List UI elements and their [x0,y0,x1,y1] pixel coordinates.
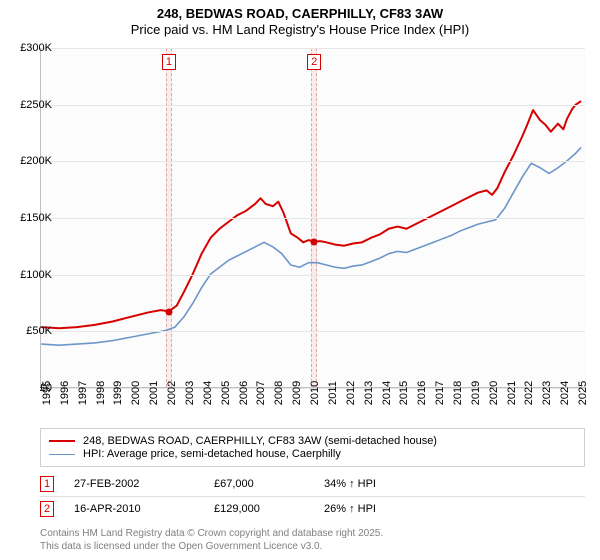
xtick-label: 2019 [470,381,482,405]
xtick-label: 2000 [130,381,142,405]
title-block: 248, BEDWAS ROAD, CAERPHILLY, CF83 3AW P… [0,0,600,39]
xtick-label: 2003 [184,381,196,405]
grid-line [41,218,585,219]
title-line2: Price paid vs. HM Land Registry's House … [0,22,600,38]
legend-row-price-paid: 248, BEDWAS ROAD, CAERPHILLY, CF83 3AW (… [49,435,576,447]
sale-delta-2: 26% ↑ HPI [324,503,376,515]
xtick-label: 2006 [238,381,250,405]
xtick-label: 2009 [291,381,303,405]
ytick-label: £0 [40,382,52,394]
xtick-label: 2024 [559,381,571,405]
footer-line1: Contains HM Land Registry data © Crown c… [40,528,383,541]
sale-delta-1: 34% ↑ HPI [324,478,376,490]
legend-box: 248, BEDWAS ROAD, CAERPHILLY, CF83 3AW (… [40,428,585,467]
grid-line [41,48,585,49]
sale-index-2: 2 [40,501,54,517]
xtick-label: 2002 [166,381,178,405]
legend-label-hpi: HPI: Average price, semi-detached house,… [83,448,341,460]
ytick-label: £200K [20,155,52,167]
sales-table: 1 27-FEB-2002 £67,000 34% ↑ HPI 2 16-APR… [40,472,585,521]
xtick-label: 1998 [95,381,107,405]
xtick-label: 2017 [434,381,446,405]
xtick-label: 2015 [398,381,410,405]
xtick-label: 2023 [541,381,553,405]
xtick-label: 2020 [488,381,500,405]
xtick-label: 2021 [506,381,518,405]
xtick-label: 2018 [452,381,464,405]
sale-date-2: 16-APR-2010 [74,503,214,515]
sale-index-1: 1 [40,476,54,492]
ytick-label: £50K [26,325,52,337]
ytick-label: £300K [20,42,52,54]
xtick-label: 1996 [59,381,71,405]
sale-point [311,238,318,245]
sale-point [165,309,172,316]
xtick-label: 2022 [523,381,535,405]
xtick-label: 1999 [112,381,124,405]
sales-row-2: 2 16-APR-2010 £129,000 26% ↑ HPI [40,497,585,521]
xtick-label: 2005 [220,381,232,405]
footer-line2: This data is licensed under the Open Gov… [40,541,383,554]
xtick-label: 2013 [363,381,375,405]
sale-price-2: £129,000 [214,503,324,515]
footer: Contains HM Land Registry data © Crown c… [40,528,383,553]
legend-row-hpi: HPI: Average price, semi-detached house,… [49,448,576,460]
xtick-label: 2008 [273,381,285,405]
xtick-label: 2012 [345,381,357,405]
xtick-label: 2014 [381,381,393,405]
xtick-label: 2001 [148,381,160,405]
legend-swatch-hpi [49,454,75,455]
title-line1: 248, BEDWAS ROAD, CAERPHILLY, CF83 3AW [0,6,600,22]
chart-container: 248, BEDWAS ROAD, CAERPHILLY, CF83 3AW P… [0,0,600,560]
ytick-label: £100K [20,269,52,281]
sales-row-1: 1 27-FEB-2002 £67,000 34% ↑ HPI [40,472,585,497]
xtick-label: 2010 [309,381,321,405]
sale-price-1: £67,000 [214,478,324,490]
sale-marker: 2 [307,54,321,70]
chart-area: 1995199619971998199920002001200220032004… [40,48,585,388]
legend-swatch-price-paid [49,440,75,442]
sale-date-1: 27-FEB-2002 [74,478,214,490]
xtick-label: 2011 [327,381,339,405]
grid-line [41,161,585,162]
xtick-label: 2016 [416,381,428,405]
legend-label-price-paid: 248, BEDWAS ROAD, CAERPHILLY, CF83 3AW (… [83,435,437,447]
xtick-label: 2004 [202,381,214,405]
xtick-label: 2025 [577,381,589,405]
xtick-label: 1997 [77,381,89,405]
grid-line [41,275,585,276]
xtick-label: 2007 [255,381,267,405]
grid-line [41,105,585,106]
grid-line [41,331,585,332]
sale-marker: 1 [162,54,176,70]
ytick-label: £150K [20,212,52,224]
series-hpi [41,147,581,345]
ytick-label: £250K [20,99,52,111]
